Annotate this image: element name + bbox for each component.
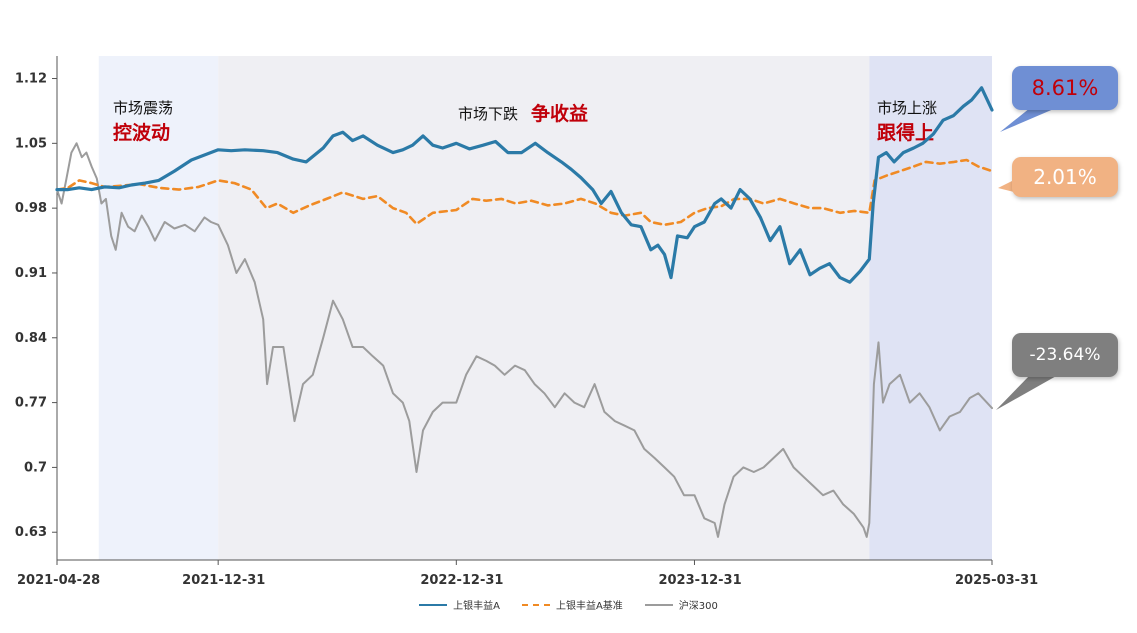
y-tick-label: 0.91 [15, 266, 47, 281]
x-tick-label: 2021-04-28 [17, 573, 100, 588]
fund-return-value: 8.61% [1031, 76, 1099, 100]
shaded-period-1 [98, 56, 219, 560]
legend-swatch-benchmark [521, 603, 550, 606]
shaded-period-2 [218, 56, 870, 560]
series-line-fund [55, 86, 994, 284]
y-tick-label: 0.98 [15, 201, 47, 216]
legend-item-benchmark: 上银丰益A基准 [521, 597, 623, 612]
phase-3-title: 市场上涨 [877, 99, 937, 117]
legend-item-fund: 上银丰益A [419, 597, 500, 612]
y-tick-label: 0.84 [15, 331, 47, 346]
index-return-value: -23.64% [1029, 345, 1101, 365]
y-tick-label: 1.12 [15, 72, 47, 87]
series-line-benchmark [55, 158, 994, 227]
callout-pointers [996, 108, 1058, 410]
series-lines [55, 86, 994, 538]
legend-label-index: 沪深300 [678, 601, 718, 612]
series-line-index [56, 142, 993, 538]
axes: 0.63 0.7 0.77 0.84 0.91 0.98 1.05 1.12 2021-04-2… [15, 56, 1038, 588]
phase-2-emphasis: 争收益 [531, 102, 588, 125]
phase-2-title: 市场下跌 [458, 105, 518, 123]
index-return-callout: -23.64% [1012, 333, 1118, 377]
chart-legend: 上银丰益A 上银丰益A基准 沪深300 [0, 597, 1137, 612]
phase-labels: 市场震荡 控波动 市场下跌 争收益 市场上涨 跟得上 [113, 99, 937, 144]
y-tick-label: 1.05 [15, 136, 47, 151]
period-bands [98, 56, 992, 560]
legend-item-index: 沪深300 [644, 597, 718, 612]
phase-1-title: 市场震荡 [113, 99, 173, 117]
y-tick-label: 0.77 [15, 396, 47, 411]
benchmark-callout-pointer [998, 180, 1014, 192]
x-tick-label: 2023-12-31 [658, 573, 741, 588]
x-tick-label: 2025-03-31 [955, 573, 1038, 588]
benchmark-return-callout: 2.01% [1012, 157, 1118, 197]
x-tick-label: 2021-12-31 [182, 573, 265, 588]
fund-return-callout: 8.61% [1012, 66, 1118, 110]
phase-1-emphasis: 控波动 [113, 121, 170, 144]
fund-callout-pointer [1000, 108, 1056, 132]
legend-label-benchmark: 上银丰益A基准 [555, 601, 623, 612]
benchmark-return-value: 2.01% [1033, 165, 1097, 189]
index-callout-pointer [996, 375, 1058, 410]
x-tick-label: 2022-12-31 [420, 573, 503, 588]
legend-swatch-index [644, 603, 673, 606]
legend-label-fund: 上银丰益A [453, 601, 500, 612]
phase-3-emphasis: 跟得上 [877, 121, 934, 144]
shaded-period-3 [869, 56, 992, 560]
y-tick-label: 0.63 [15, 525, 47, 540]
legend-swatch-fund [419, 603, 448, 606]
y-tick-label: 0.7 [24, 460, 47, 475]
